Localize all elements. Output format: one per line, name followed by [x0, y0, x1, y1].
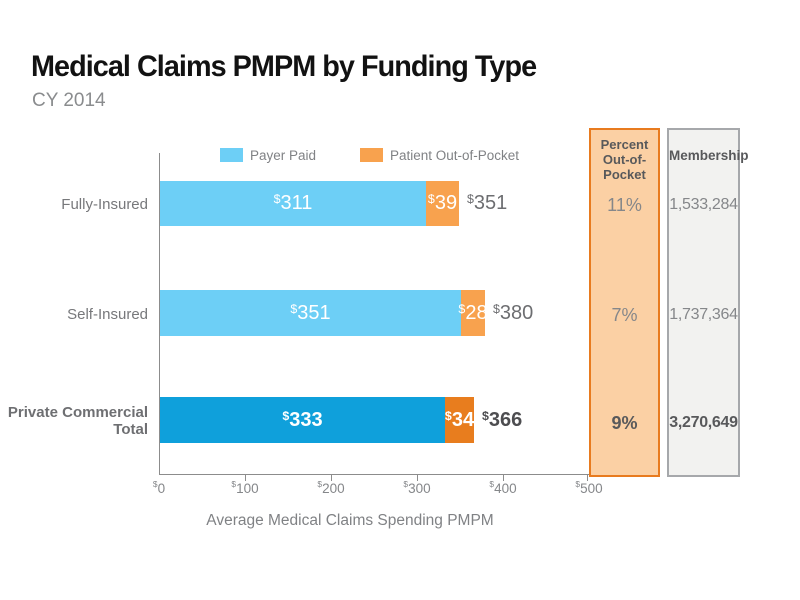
bar-self-insured-out-of-pocket[interactable]: $28: [458, 290, 488, 336]
category-label-self-insured: Self-Insured: [67, 306, 148, 323]
membership-panel: Membership 1,533,284 1,737,364 3,270,649: [667, 128, 749, 477]
bar-fully-insured-payer-paid[interactable]: $311: [160, 181, 426, 226]
x-tick-label-500: $500: [575, 479, 603, 496]
chart-subtitle: CY 2014: [32, 90, 106, 111]
bar-value: $28: [458, 301, 488, 324]
x-tick-label-200: $200: [317, 479, 345, 496]
membership-panel-header: Membership: [669, 148, 749, 163]
bar-value: $351: [290, 301, 331, 324]
bar-private-commercial-out-of-pocket[interactable]: $34: [445, 397, 474, 443]
percent-value-fully-insured: 11%: [607, 195, 642, 215]
percent-value-private-commercial: 9%: [611, 413, 638, 433]
total-label-self-insured: $380: [493, 301, 534, 324]
membership-value-self-insured: 1,737,364: [669, 306, 738, 323]
bar-self-insured-payer-paid[interactable]: $351: [160, 290, 461, 336]
legend-label-payer-paid: Payer Paid: [250, 148, 317, 163]
bar-value: $311: [273, 192, 313, 214]
x-tick-300: [417, 475, 418, 481]
dollar-sign: $: [152, 479, 158, 489]
dollar-sign: $: [231, 479, 237, 489]
membership-value-fully-insured: 1,533,284: [669, 196, 738, 213]
bar-value: $333: [282, 408, 323, 431]
percent-value-self-insured: 7%: [611, 305, 638, 325]
y-axis-line: [159, 153, 160, 475]
total-label-fully-insured: $351: [467, 192, 508, 214]
x-tick-100: [245, 475, 246, 481]
category-label-fully-insured: Fully-Insured: [61, 196, 148, 213]
bar-value: $34: [444, 408, 475, 431]
legend-label-patient-oop: Patient Out-of-Pocket: [390, 148, 520, 163]
x-tick-label-300: $300: [403, 479, 431, 496]
x-tick-500: [587, 475, 588, 481]
membership-value-private-commercial: 3,270,649: [669, 414, 738, 431]
percent-out-of-pocket-panel: Percent Out-of-Pocket 11% 7% 9%: [589, 128, 660, 477]
category-label-private-commercial-total: Private Commercial Total: [7, 404, 148, 438]
legend-swatch-payer-paid: [220, 148, 243, 162]
dollar-sign: $: [403, 479, 409, 489]
x-axis-title: Average Medical Claims Spending PMPM: [206, 512, 494, 529]
x-tick-200: [331, 475, 332, 481]
x-axis-line: [159, 474, 589, 475]
x-tick-label-0: $0: [152, 479, 166, 496]
dollar-sign: $: [317, 479, 323, 489]
bar-value: $39: [427, 192, 458, 214]
bar-private-commercial-payer-paid[interactable]: $333: [160, 397, 445, 443]
percent-panel-header: Percent Out-of-Pocket: [600, 137, 649, 182]
x-tick-label-400: $400: [489, 479, 517, 496]
x-tick-400: [503, 475, 504, 481]
bar-fully-insured-out-of-pocket[interactable]: $39: [426, 181, 459, 226]
dollar-sign: $: [575, 479, 581, 489]
total-label-private-commercial: $366: [482, 408, 523, 431]
legend-swatch-patient-oop: [360, 148, 383, 162]
chart-title: Medical Claims PMPM by Funding Type: [31, 50, 537, 83]
x-tick-label-100: $100: [231, 479, 259, 496]
dollar-sign: $: [489, 479, 495, 489]
